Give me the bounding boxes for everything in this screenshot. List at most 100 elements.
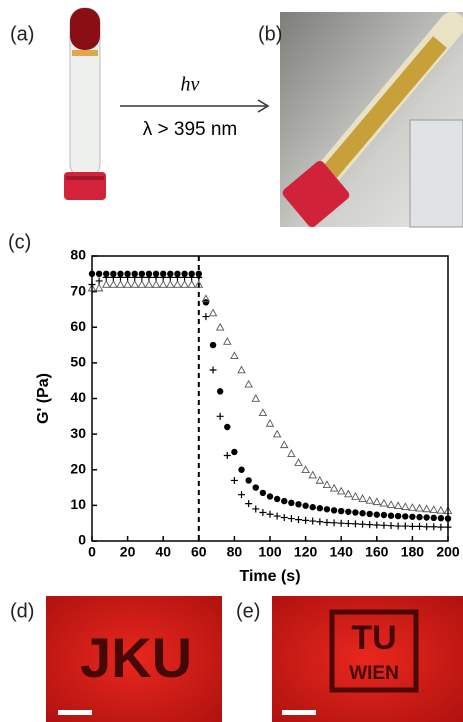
data-point [280, 513, 288, 521]
data-point [273, 495, 281, 503]
data-point [123, 280, 132, 288]
data-point [308, 470, 317, 479]
data-point [230, 476, 238, 484]
arrow-label: λ > 395 nm [143, 119, 238, 140]
data-point [231, 448, 238, 456]
data-point [316, 505, 324, 512]
data-point [188, 273, 196, 281]
data-point [373, 521, 381, 529]
data-point [408, 522, 416, 530]
photo-b [280, 12, 463, 228]
y-tick-label: 20 [70, 460, 86, 476]
data-point [351, 520, 359, 528]
data-point [309, 503, 316, 511]
data-point [159, 273, 167, 281]
x-tick-label: 80 [227, 544, 243, 560]
data-point [259, 509, 267, 516]
arrow-label: hν [181, 74, 200, 96]
data-point [145, 270, 153, 278]
x-tick-label: 0 [88, 544, 96, 560]
data-point [251, 394, 261, 402]
data-point [181, 273, 189, 281]
data-point [245, 477, 252, 484]
data-point [109, 273, 117, 281]
data-point [109, 280, 118, 288]
data-point [137, 280, 147, 288]
data-point [223, 337, 232, 345]
data-point [437, 515, 445, 522]
data-point [430, 523, 438, 531]
data-point [103, 270, 110, 278]
data-point [380, 521, 388, 529]
data-point [373, 511, 380, 518]
data-point [195, 270, 202, 278]
data-point [208, 308, 218, 317]
data-point [402, 513, 409, 520]
arrow [120, 99, 270, 113]
data-point [180, 280, 189, 288]
data-point [151, 280, 161, 288]
data-point [302, 516, 310, 524]
y-tick-label: 80 [70, 247, 86, 263]
data-point [273, 512, 281, 520]
data-point [265, 419, 275, 427]
data-point [238, 491, 246, 499]
data-point [387, 522, 395, 530]
data-point [181, 270, 188, 278]
data-point [366, 521, 374, 529]
data-point [401, 522, 409, 530]
y-tick-label: 10 [70, 496, 86, 512]
data-point [281, 497, 288, 505]
x-tick-label: 20 [120, 544, 136, 560]
data-point [152, 270, 160, 278]
data-point [309, 517, 317, 525]
data-point [323, 518, 331, 526]
data-point [173, 280, 182, 288]
x-tick-label: 180 [401, 544, 425, 560]
data-point [288, 499, 295, 507]
data-point [302, 502, 309, 509]
data-point [344, 520, 352, 528]
y-tick-label: 30 [70, 425, 86, 441]
data-point [230, 351, 239, 359]
x-tick-label: 160 [365, 544, 389, 560]
data-point [266, 493, 274, 500]
data-point [130, 280, 139, 288]
data-point [167, 270, 174, 278]
data-point [386, 500, 396, 508]
data-point [160, 270, 167, 278]
data-point [158, 280, 168, 288]
data-point [187, 280, 196, 288]
data-point [423, 523, 431, 531]
x-tick-label: 140 [330, 544, 354, 560]
data-point [245, 500, 253, 508]
data-point [359, 510, 366, 517]
panel-label: (b) [258, 23, 282, 45]
photo-text: JKU [80, 626, 192, 689]
data-point [188, 270, 195, 278]
data-point [117, 270, 124, 278]
y-tick-label: 60 [70, 318, 86, 334]
photo-d [46, 596, 222, 722]
data-point [152, 273, 160, 281]
data-point [94, 283, 104, 292]
data-point [365, 495, 374, 504]
data-point [95, 277, 103, 285]
data-point [344, 489, 353, 498]
panel-label: (e) [236, 600, 260, 622]
data-point [238, 466, 245, 473]
data-point [124, 273, 132, 281]
data-point [322, 480, 332, 488]
data-point [279, 440, 289, 449]
scale-bar [58, 710, 92, 715]
panel-label: (d) [10, 600, 34, 622]
data-point [351, 492, 360, 500]
data-point [166, 280, 175, 288]
data-point [194, 280, 204, 288]
data-point [372, 497, 382, 506]
data-point [422, 504, 431, 513]
data-point [394, 512, 402, 520]
data-point [338, 507, 345, 515]
photo-frame [329, 609, 419, 693]
